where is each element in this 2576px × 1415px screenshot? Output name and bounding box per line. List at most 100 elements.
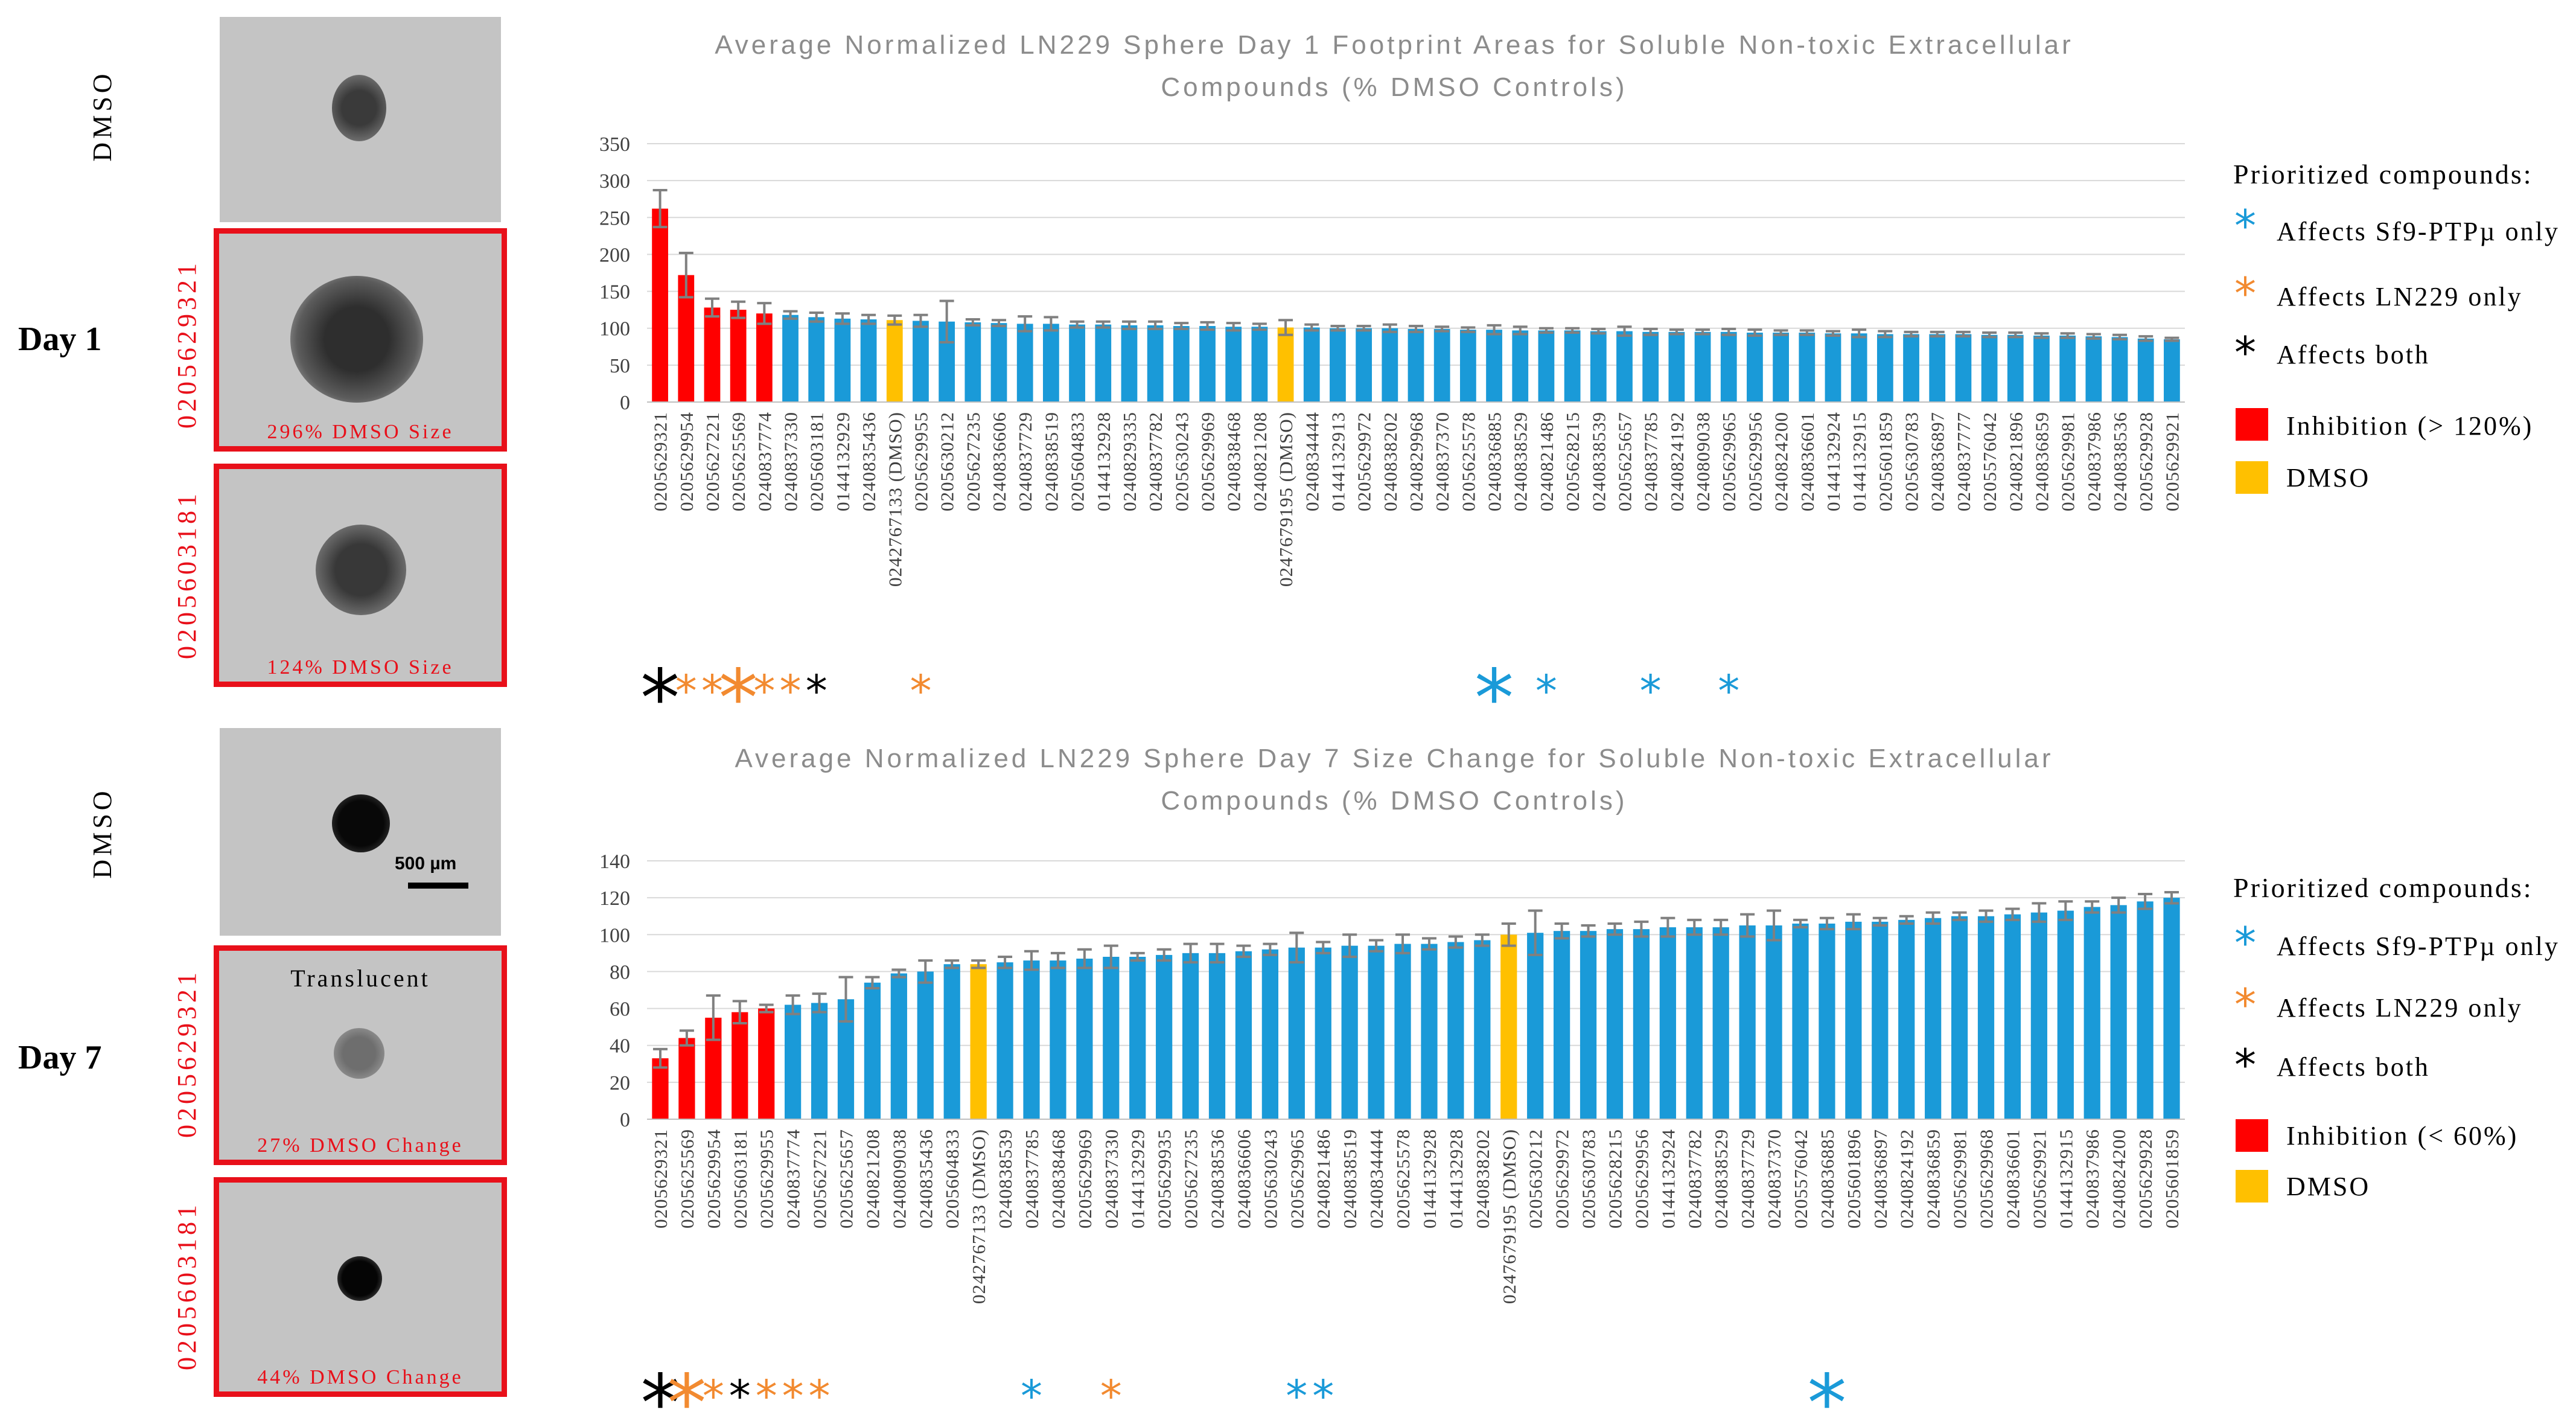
d7-c2-image: 44% DMSO Change	[214, 1177, 507, 1397]
x-tick-label: 0240821486	[1536, 412, 1557, 511]
bar	[860, 319, 877, 402]
bar	[1872, 921, 1889, 1119]
y-tick-label: 250	[599, 207, 630, 229]
error-bar	[1210, 942, 1225, 964]
error-bar	[1183, 942, 1198, 964]
legend2-yellow-label: DMSO	[2286, 1172, 2371, 1201]
bar	[864, 982, 881, 1119]
x-tick-label: 0240837729	[1737, 1129, 1758, 1228]
x-tick-label: 0205629972	[1552, 1129, 1573, 1228]
x-tick-label: 0144132915	[1849, 412, 1870, 511]
error-bar	[2086, 333, 2101, 340]
bar	[1208, 953, 1226, 1119]
bar	[970, 964, 987, 1119]
y-tick-label: 50	[610, 355, 630, 377]
x-tick-label: 0240837774	[783, 1129, 804, 1228]
error-bar	[1581, 924, 1596, 938]
bar	[1356, 328, 1372, 402]
x-tick-label: 0240834444	[1301, 412, 1322, 511]
x-tick-label: 0240838519	[1339, 1129, 1360, 1228]
bar	[1765, 925, 1782, 1119]
error-bar	[2058, 900, 2073, 921]
x-tick-label: 0240837986	[2082, 1129, 2103, 1228]
error-bar	[2164, 336, 2179, 342]
legend2-blue-label: Affects Sf9-PTPµ only	[2277, 931, 2560, 961]
error-bar	[809, 311, 824, 323]
error-bar	[706, 994, 721, 1041]
error-bar	[992, 319, 1007, 328]
x-tick-label: 0240835436	[915, 1129, 936, 1228]
bar	[1898, 919, 1915, 1119]
legend1-black-star-icon: *	[2234, 327, 2256, 378]
error-bar	[678, 251, 693, 299]
error-bar	[812, 992, 827, 1014]
priority-marker: *	[719, 653, 758, 707]
x-tick-label: 0240838539	[995, 1129, 1016, 1228]
error-bar	[1461, 326, 1476, 333]
priority-marker: *	[756, 1371, 777, 1413]
x-tick-label: 0240829968	[1406, 412, 1427, 511]
bar	[1129, 956, 1146, 1119]
legend1-black-label: Affects both	[2277, 340, 2430, 369]
x-tick-label: 0205625578	[1392, 1129, 1414, 1228]
bar	[1527, 933, 1544, 1119]
x-tick-label: 0205629955	[910, 412, 931, 511]
error-bar	[2111, 896, 2126, 914]
bar	[1686, 927, 1703, 1119]
d1-c2-image: 124% DMSO Size	[214, 464, 507, 687]
error-bar	[1538, 327, 1554, 334]
sphere	[334, 1028, 384, 1079]
error-bar	[1289, 931, 1304, 964]
x-tick-label: 0205627235	[963, 412, 984, 511]
bar	[1903, 334, 1919, 402]
bar	[834, 318, 851, 402]
priority-marker: *	[640, 1358, 680, 1413]
bar	[2111, 337, 2128, 402]
x-tick-label: 0144132928	[1419, 1129, 1440, 1228]
y-tick-label: 120	[599, 887, 630, 910]
error-bar	[913, 313, 928, 328]
bar	[1251, 327, 1268, 402]
bar	[1076, 959, 1093, 1119]
d1-c2-label: 0205603181	[172, 490, 202, 659]
error-bar	[1687, 918, 1702, 936]
bar	[704, 307, 721, 402]
x-tick-label: 0144132928	[1093, 412, 1114, 511]
bar	[785, 1005, 802, 1119]
bar	[2059, 335, 2076, 402]
x-tick-label: 0205603181	[806, 412, 827, 511]
x-tick-label: 0205629968	[1976, 1129, 1997, 1228]
x-tick-label: 0240836601	[2002, 1129, 2023, 1228]
x-tick-label: 0240837370	[1432, 412, 1453, 511]
error-bar	[1095, 320, 1111, 329]
priority-marker: *	[753, 666, 775, 706]
x-tick-label: 0240837785	[1640, 412, 1662, 511]
error-bar	[965, 318, 980, 327]
x-tick-label: 0144132929	[1127, 1129, 1149, 1228]
error-bar	[1643, 327, 1658, 336]
x-tick-label: 0205601859	[2161, 1129, 2182, 1228]
legend2-red-swatch	[2236, 1119, 2268, 1152]
x-tick-label: 0205629954	[676, 412, 697, 511]
x-tick-label: 0205629956	[1631, 1129, 1652, 1228]
bar	[1694, 331, 1711, 402]
x-tick-label: 0205630243	[1171, 412, 1192, 511]
d7-c1-label: 0205629321	[172, 969, 202, 1138]
error-bar	[1226, 322, 1241, 332]
x-tick-label: 0205630243	[1260, 1129, 1281, 1228]
x-tick-label: 0240838529	[1710, 1129, 1732, 1228]
bar	[1408, 328, 1424, 402]
x-tick-label: 0205627235	[1181, 1129, 1202, 1228]
legend1-blue-star-icon: *	[2234, 200, 2256, 251]
error-bar	[945, 959, 960, 969]
x-tick-label: 0242767133 (DMSO)	[884, 412, 905, 587]
error-bar	[2060, 332, 2075, 339]
error-bar	[757, 302, 772, 325]
error-bar	[2138, 893, 2153, 910]
x-tick-label: 0144132929	[832, 412, 853, 511]
error-bar	[1156, 948, 1172, 962]
bar	[1851, 333, 1867, 402]
priority-marker: *	[1312, 1371, 1334, 1413]
error-bar	[1103, 944, 1118, 969]
x-tick-label: 0205629954	[703, 1129, 724, 1228]
